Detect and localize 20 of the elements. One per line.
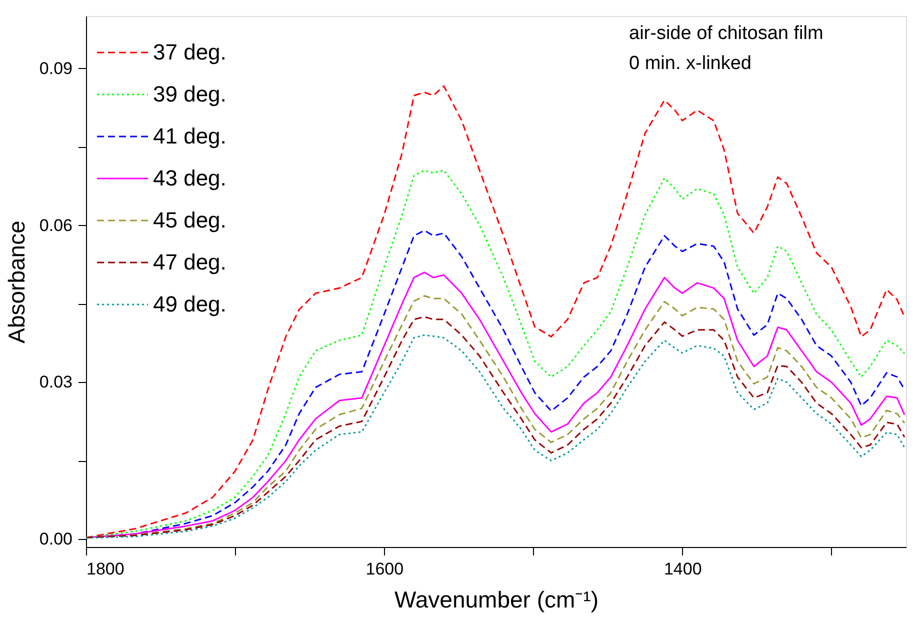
x-tick-label: 1600 — [366, 560, 404, 578]
legend-label: 41 deg. — [153, 124, 226, 148]
x-tick-label: 1400 — [664, 560, 702, 578]
line-series — [86, 85, 906, 538]
legend-label: 45 deg. — [153, 208, 226, 232]
x-tick-label: 1800 — [86, 560, 124, 578]
legend-label: 37 deg. — [153, 40, 226, 64]
line-series — [86, 170, 906, 538]
annotation: air-side of chitosan film — [629, 23, 824, 44]
y-tick-label: 0.06 — [39, 216, 72, 235]
y-tick-label: 0.09 — [39, 58, 72, 78]
legend-label: 43 deg. — [153, 166, 226, 190]
x-axis-title: Wavenumber (cm⁻¹) — [394, 586, 598, 612]
legend-label: 39 deg. — [153, 82, 226, 106]
legend-label: 47 deg. — [153, 250, 226, 274]
y-tick-label: 0.00 — [39, 530, 72, 549]
y-tick-label: 0.03 — [39, 372, 72, 392]
legend-label: 49 deg. — [153, 292, 226, 316]
y-axis-title: Absorbance — [3, 220, 30, 344]
annotation: 0 min. x-linked — [629, 53, 752, 74]
